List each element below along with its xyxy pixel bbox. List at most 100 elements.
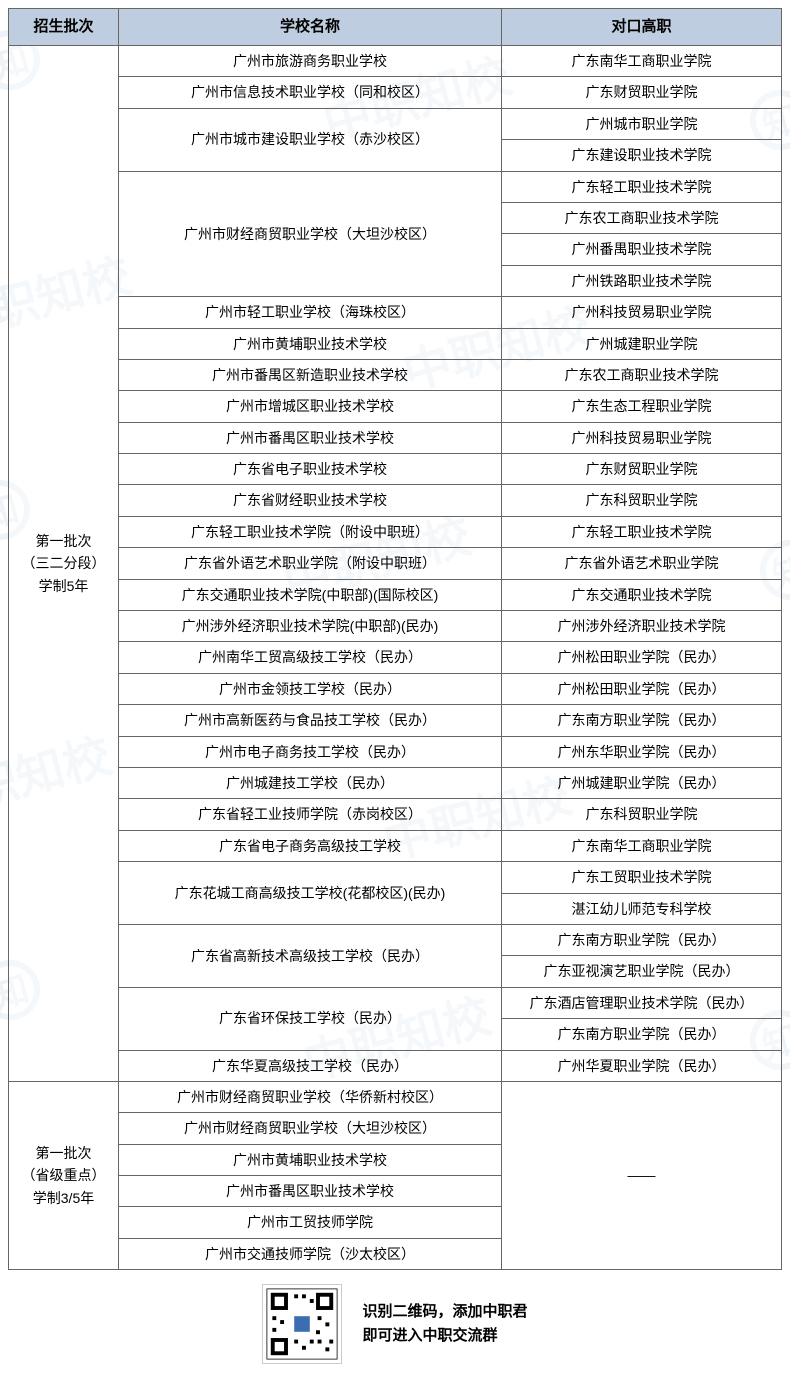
school-cell: 广州市财经商贸职业学校（大坦沙校区） [119,1113,502,1144]
school-cell: 广东轻工职业技术学院（附设中职班） [119,516,502,547]
table-row: 第一批次 （三二分段） 学制5年广州市旅游商务职业学校广东南华工商职业学院 [9,46,782,77]
target-cell: 广东南华工商职业学院 [502,46,782,77]
target-cell: 广州城建职业学院 [502,328,782,359]
school-cell: 广州涉外经济职业技术学院(中职部)(民办) [119,611,502,642]
target-cell: 广州涉外经济职业技术学院 [502,611,782,642]
target-cell: 广东轻工职业技术学院 [502,516,782,547]
target-cell: 广州松田职业学院（民办） [502,642,782,673]
target-cell: 广东南方职业学院（民办） [502,1019,782,1050]
table-row: 第一批次 （省级重点） 学制3/5年广州市财经商贸职业学校（华侨新村校区）—— [9,1081,782,1112]
school-cell: 广东省电子职业技术学校 [119,454,502,485]
table-row: 广州市信息技术职业学校（同和校区）广东财贸职业学院 [9,77,782,108]
target-cell: 广州城市职业学院 [502,108,782,139]
batch-cell: 第一批次 （省级重点） 学制3/5年 [9,1081,119,1269]
table-row: 广州市高新医药与食品技工学校（民办）广东南方职业学院（民办） [9,705,782,736]
qr-code-icon [263,1285,341,1363]
footer: 识别二维码，添加中职君 即可进入中职交流群 [8,1270,782,1372]
target-cell: 广州城建职业学院（民办） [502,767,782,798]
target-cell: —— [502,1081,782,1269]
table-row: 广州城建技工学校（民办）广州城建职业学院（民办） [9,767,782,798]
target-cell: 广东农工商职业技术学院 [502,359,782,390]
school-cell: 广东交通职业技术学院(中职部)(国际校区) [119,579,502,610]
footer-line-1: 识别二维码，添加中职君 [362,1300,527,1324]
footer-line-2: 即可进入中职交流群 [362,1324,527,1348]
school-cell: 广州市轻工职业学校（海珠校区） [119,297,502,328]
table-row: 广东省轻工业技师学院（赤岗校区）广东科贸职业学院 [9,799,782,830]
qr-code [262,1284,342,1364]
school-cell: 广州市电子商务技工学校（民办） [119,736,502,767]
school-cell: 广州市番禺区职业技术学校 [119,1176,502,1207]
table-row: 广州市金领技工学校（民办）广州松田职业学院（民办） [9,673,782,704]
table-row: 广州市黄埔职业技术学校广州城建职业学院 [9,328,782,359]
header-school: 学校名称 [119,9,502,46]
batch-cell: 第一批次 （三二分段） 学制5年 [9,46,119,1082]
target-cell: 广东农工商职业技术学院 [502,202,782,233]
target-cell: 广州番禺职业技术学院 [502,234,782,265]
target-cell: 广东南方职业学院（民办） [502,705,782,736]
table-row: 广州市增城区职业技术学校广东生态工程职业学院 [9,391,782,422]
target-cell: 广东财贸职业学院 [502,454,782,485]
target-cell: 广东生态工程职业学院 [502,391,782,422]
target-cell: 广州华夏职业学院（民办） [502,1050,782,1081]
school-cell: 广州南华工贸高级技工学校（民办） [119,642,502,673]
school-cell: 广州城建技工学校（民办） [119,767,502,798]
table-row: 广东省高新技术高级技工学校（民办）广东南方职业学院（民办） [9,924,782,955]
table-row: 广州市财经商贸职业学校（大坦沙校区）广东轻工职业技术学院 [9,171,782,202]
footer-text: 识别二维码，添加中职君 即可进入中职交流群 [362,1300,527,1348]
school-cell: 广州市金领技工学校（民办） [119,673,502,704]
target-cell: 广州科技贸易职业学院 [502,297,782,328]
school-cell: 广州市信息技术职业学校（同和校区） [119,77,502,108]
target-cell: 广东交通职业技术学院 [502,579,782,610]
school-cell: 广东省轻工业技师学院（赤岗校区） [119,799,502,830]
table-row: 广东华夏高级技工学校（民办）广州华夏职业学院（民办） [9,1050,782,1081]
table-row: 广东省电子职业技术学校广东财贸职业学院 [9,454,782,485]
target-cell: 广东南方职业学院（民办） [502,924,782,955]
table-row: 广东省财经职业技术学校广东科贸职业学院 [9,485,782,516]
table-row: 广州市轻工职业学校（海珠校区）广州科技贸易职业学院 [9,297,782,328]
table-row: 广州南华工贸高级技工学校（民办）广州松田职业学院（民办） [9,642,782,673]
table-row: 广州涉外经济职业技术学院(中职部)(民办)广州涉外经济职业技术学院 [9,611,782,642]
target-cell: 广州东华职业学院（民办） [502,736,782,767]
school-cell: 广州市城市建设职业学校（赤沙校区） [119,108,502,171]
school-cell: 广东省外语艺术职业学院（附设中职班） [119,548,502,579]
school-cell: 广州市番禺区新造职业技术学校 [119,359,502,390]
header-batch: 招生批次 [9,9,119,46]
table-row: 广东轻工职业技术学院（附设中职班）广东轻工职业技术学院 [9,516,782,547]
school-cell: 广州市高新医药与食品技工学校（民办） [119,705,502,736]
table-row: 广东花城工商高级技工学校(花都校区)(民办)广东工贸职业技术学院 [9,862,782,893]
target-cell: 广东财贸职业学院 [502,77,782,108]
main-container: 招生批次 学校名称 对口高职 第一批次 （三二分段） 学制5年广州市旅游商务职业… [0,0,790,1380]
school-cell: 广州市番禺区职业技术学校 [119,422,502,453]
table-row: 广东省外语艺术职业学院（附设中职班）广东省外语艺术职业学院 [9,548,782,579]
target-cell: 广东科贸职业学院 [502,799,782,830]
table-body: 第一批次 （三二分段） 学制5年广州市旅游商务职业学校广东南华工商职业学院广州市… [9,46,782,1270]
school-cell: 广州市黄埔职业技术学校 [119,328,502,359]
table-row: 广州市城市建设职业学校（赤沙校区）广州城市职业学院 [9,108,782,139]
school-cell: 广东省环保技工学校（民办） [119,987,502,1050]
table-row: 广州市电子商务技工学校（民办）广州东华职业学院（民办） [9,736,782,767]
target-cell: 广州松田职业学院（民办） [502,673,782,704]
table-row: 广东省电子商务高级技工学校广东南华工商职业学院 [9,830,782,861]
table-row: 广州市番禺区职业技术学校广州科技贸易职业学院 [9,422,782,453]
target-cell: 广东工贸职业技术学院 [502,862,782,893]
target-cell: 广东建设职业技术学院 [502,140,782,171]
table-row: 广东省环保技工学校（民办）广东酒店管理职业技术学院（民办） [9,987,782,1018]
school-cell: 广州市财经商贸职业学校（大坦沙校区） [119,171,502,297]
school-cell: 广州市增城区职业技术学校 [119,391,502,422]
header-target: 对口高职 [502,9,782,46]
school-cell: 广州市旅游商务职业学校 [119,46,502,77]
target-cell: 广东轻工职业技术学院 [502,171,782,202]
school-cell: 广东花城工商高级技工学校(花都校区)(民办) [119,862,502,925]
target-cell: 广东酒店管理职业技术学院（民办） [502,987,782,1018]
table-row: 广州市番禺区新造职业技术学校广东农工商职业技术学院 [9,359,782,390]
target-cell: 广东省外语艺术职业学院 [502,548,782,579]
target-cell: 广东亚视演艺职业学院（民办） [502,956,782,987]
target-cell: 广东南华工商职业学院 [502,830,782,861]
school-cell: 广州市交通技师学院（沙太校区） [119,1238,502,1269]
target-cell: 广州铁路职业技术学院 [502,265,782,296]
school-cell: 广东省电子商务高级技工学校 [119,830,502,861]
school-cell: 广东省财经职业技术学校 [119,485,502,516]
school-cell: 广州市财经商贸职业学校（华侨新村校区） [119,1081,502,1112]
table-header-row: 招生批次 学校名称 对口高职 [9,9,782,46]
school-cell: 广州市工贸技师学院 [119,1207,502,1238]
